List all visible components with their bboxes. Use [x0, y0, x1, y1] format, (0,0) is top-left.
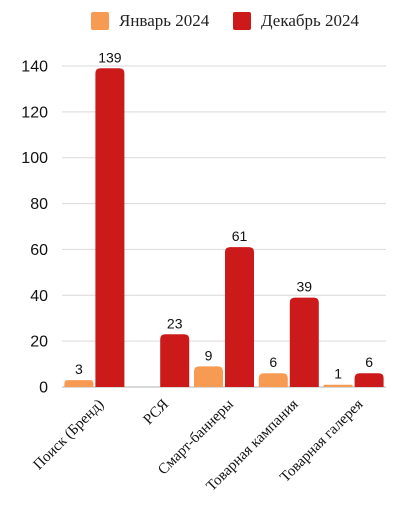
data-label: 3	[75, 361, 83, 377]
y-tick-label: 60	[30, 242, 48, 259]
legend-swatch-january	[91, 12, 109, 30]
legend-label-january: Январь 2024	[119, 11, 210, 30]
data-label: 39	[297, 279, 313, 295]
legend-label-december: Декабрь 2024	[261, 11, 360, 30]
y-tick-label: 40	[30, 288, 48, 305]
bar	[64, 380, 94, 387]
data-label: 139	[98, 49, 122, 65]
legend: Январь 2024 Декабрь 2024	[0, 11, 414, 33]
data-label: 6	[365, 354, 373, 370]
bar	[323, 384, 353, 387]
bar	[95, 68, 125, 388]
y-tick-label: 120	[21, 104, 48, 121]
bar	[289, 297, 319, 387]
data-label: 61	[232, 228, 248, 244]
data-label: 1	[334, 366, 342, 382]
data-label: 6	[269, 354, 277, 370]
legend-item-january: Январь 2024	[91, 11, 209, 31]
data-label: 23	[167, 315, 183, 331]
y-tick-label: 100	[21, 150, 48, 167]
bar	[160, 334, 190, 387]
bar	[258, 373, 288, 387]
y-tick-label: 80	[30, 196, 48, 213]
y-tick-label: 20	[30, 334, 48, 351]
y-tick-label: 140	[21, 59, 48, 76]
bar	[194, 366, 223, 387]
legend-item-december: Декабрь 2024	[233, 11, 359, 31]
bar	[354, 373, 384, 387]
y-tick-label: 0	[39, 380, 48, 397]
x-tick-label: Поиск (Бренд)	[31, 397, 108, 474]
legend-swatch-december	[233, 12, 251, 30]
data-label: 9	[205, 347, 213, 363]
bar	[225, 247, 254, 387]
x-tick-label: РСЯ	[141, 397, 172, 428]
